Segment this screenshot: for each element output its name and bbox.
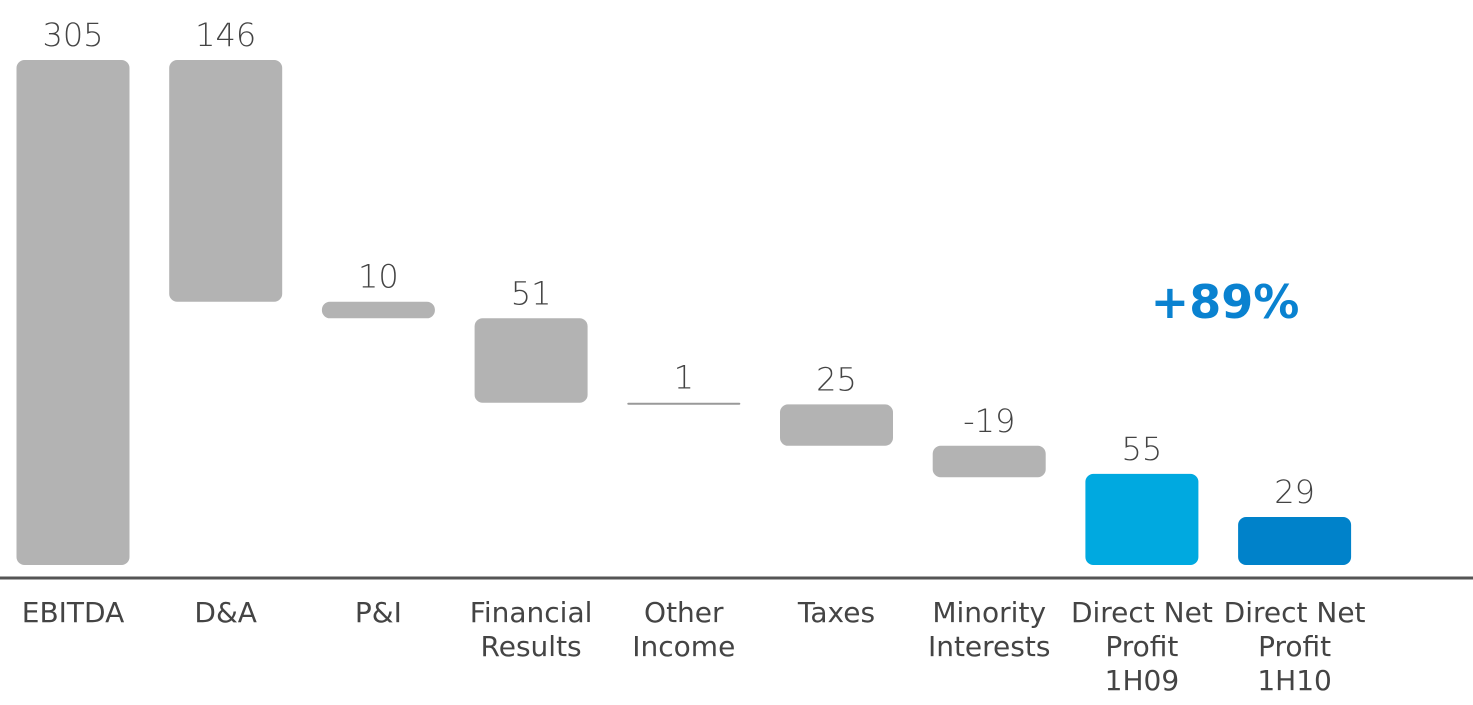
x-tick-label: Other Income: [632, 596, 736, 663]
x-tick-label: D&A: [194, 596, 257, 629]
bar: [321, 301, 435, 319]
x-tick-label: P&I: [354, 596, 402, 629]
bar: [1085, 473, 1199, 565]
x-tick-label: Taxes: [797, 596, 876, 629]
value-label: 1: [674, 359, 694, 397]
value-label: 10: [358, 258, 399, 296]
annotation: +89%: [1151, 275, 1300, 329]
bar: [780, 404, 893, 446]
value-label: 25: [816, 360, 857, 398]
bar: [932, 445, 1046, 478]
x-tick-label: Direct Net Profit 1H10: [1223, 596, 1366, 697]
value-label: 146: [195, 16, 256, 54]
x-tick-label: Minority Interests: [927, 596, 1051, 663]
value-label: 29: [1274, 473, 1315, 511]
bar: [1238, 516, 1352, 565]
bar: [474, 318, 588, 403]
bar: [627, 402, 741, 405]
x-tick-label: EBITDA: [21, 596, 125, 629]
bar: [169, 60, 283, 302]
value-label: -19: [963, 402, 1015, 440]
bar: [16, 60, 130, 565]
x-tick-label: Financial Results: [469, 596, 593, 663]
x-tick-label: Direct Net Profit 1H09: [1070, 596, 1213, 697]
value-label: 305: [42, 16, 103, 54]
value-label: 51: [511, 274, 552, 312]
value-label: 55: [1122, 430, 1163, 468]
